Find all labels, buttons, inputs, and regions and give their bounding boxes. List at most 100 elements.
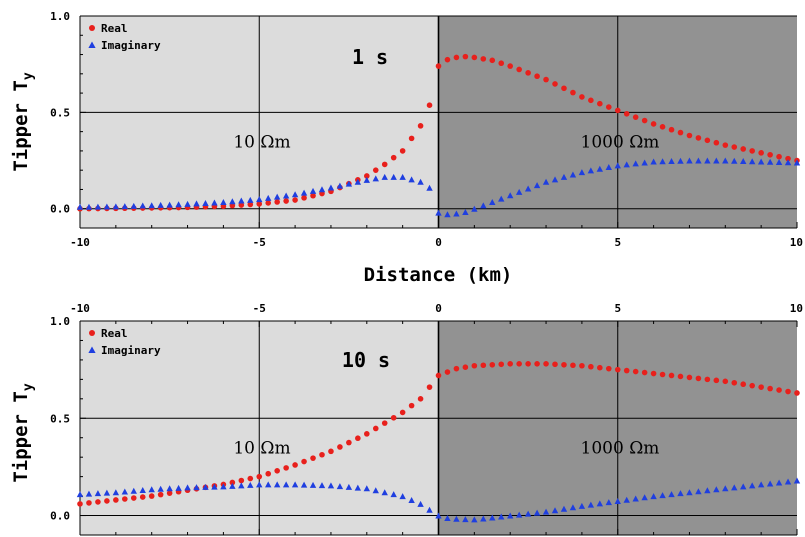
- panel1-point-imaginary: [740, 158, 747, 165]
- panel2-point-imaginary: [426, 506, 433, 513]
- panel2-point-real: [516, 361, 522, 367]
- panel2-point-real: [794, 390, 800, 396]
- panel1-point-real: [731, 144, 738, 150]
- panel2-point-real: [462, 364, 469, 371]
- panel1-point-real: [301, 195, 307, 201]
- panel1-point-imaginary: [345, 180, 353, 187]
- panel2-point-imaginary: [103, 489, 111, 496]
- panel2-point-real: [677, 373, 684, 380]
- panel2-point-imaginary: [381, 489, 388, 496]
- panel2-point-real: [480, 362, 487, 369]
- panel2-point-imaginary: [498, 513, 505, 520]
- panel1-point-real: [274, 199, 280, 205]
- panel2-point-imaginary: [435, 512, 442, 519]
- panel2-point-real: [426, 384, 433, 390]
- panel2-point-real: [247, 475, 254, 482]
- panel1-point-imaginary: [76, 203, 84, 210]
- panel2-point-imaginary: [551, 507, 559, 514]
- panel1-point-real: [408, 135, 415, 142]
- panel2-point-real: [785, 388, 791, 395]
- panel1-y-tick-label: 0.0: [50, 203, 70, 216]
- panel1-point-real: [704, 137, 711, 144]
- panel2-point-real: [292, 462, 298, 468]
- panel2-point-imaginary: [211, 483, 218, 490]
- panel1-x-tick-label: -5: [253, 236, 266, 249]
- panel1-point-imaginary: [399, 173, 406, 180]
- panel1-point-real: [364, 173, 370, 179]
- panel2-point-real: [632, 368, 639, 375]
- panel2-y-tick-label: 1.0: [50, 315, 70, 328]
- panel2-point-imaginary: [462, 516, 469, 523]
- panel2-point-real: [749, 382, 755, 389]
- panel2-point-real: [390, 414, 397, 421]
- panel2-point-real: [713, 377, 720, 384]
- panel1-point-imaginary: [507, 192, 514, 199]
- panel1-point-imaginary: [659, 158, 666, 165]
- panel1-point-imaginary: [166, 201, 173, 208]
- panel2-point-real: [86, 500, 92, 506]
- panel2-point-imaginary: [309, 481, 317, 488]
- panel2-point-real: [471, 362, 478, 369]
- panel1-point-imaginary: [372, 175, 379, 182]
- panel1-point-imaginary: [363, 176, 370, 183]
- panel1-point-real: [453, 54, 460, 61]
- panel1-point-real: [390, 154, 397, 161]
- panel1-point-imaginary: [453, 210, 460, 217]
- panel1-point-real: [785, 155, 791, 162]
- panel2-point-real: [435, 372, 442, 379]
- panel2-point-real: [534, 361, 540, 367]
- panel2-x-tick-label-top: 5: [614, 302, 621, 315]
- panel1-point-real: [525, 70, 531, 76]
- panel2-y-axis-label: Tipper Ty: [10, 383, 36, 483]
- panel1-point-real: [579, 94, 585, 100]
- panel2-point-real: [148, 493, 155, 499]
- panel2-point-real: [453, 365, 460, 372]
- panel2-point-imaginary: [453, 515, 460, 522]
- panel2-point-imaginary: [587, 501, 595, 508]
- panel2-point-imaginary: [578, 502, 586, 509]
- panel2-point-imaginary: [94, 490, 102, 497]
- panel2-point-imaginary: [489, 514, 496, 521]
- panel1-point-imaginary: [748, 158, 756, 165]
- panel1-point-real: [552, 81, 558, 87]
- panel2-point-imaginary: [605, 499, 612, 506]
- panel1-legend-marker-imaginary: [88, 41, 96, 48]
- panel2-point-real: [767, 385, 773, 392]
- panel1-point-imaginary: [220, 198, 227, 205]
- panel2-point-real: [731, 379, 738, 386]
- panel1-point-real: [722, 142, 729, 148]
- panel2-point-imaginary: [766, 480, 774, 487]
- panel1-point-imaginary: [291, 191, 299, 198]
- panel1-point-imaginary: [686, 157, 693, 164]
- panel1-point-imaginary: [121, 203, 129, 210]
- panel2-point-imaginary: [417, 500, 424, 507]
- panel2-point-imaginary: [596, 500, 604, 507]
- panel2-point-real: [605, 365, 612, 372]
- panel2-point-imaginary: [632, 495, 639, 502]
- panel1-point-real: [776, 153, 782, 160]
- panel1-point-imaginary: [238, 197, 245, 204]
- panel2-point-imaginary: [524, 510, 532, 517]
- panel2-region-right-label: 1000 Ωm: [581, 438, 660, 458]
- panel1-point-imaginary: [515, 188, 523, 195]
- panel1-point-real: [650, 121, 657, 127]
- panel2-point-imaginary: [623, 496, 630, 503]
- panel1-point-real: [516, 66, 522, 73]
- panel1-point-real: [749, 148, 755, 154]
- panel2-point-real: [650, 370, 657, 377]
- panel2-point-real: [722, 378, 729, 385]
- panel1-x-tick-label: -10: [70, 236, 90, 249]
- panel1-point-imaginary: [417, 178, 424, 185]
- panel2-point-real: [507, 361, 513, 367]
- panel1-point-real: [462, 53, 469, 60]
- panel2-point-real: [659, 371, 666, 378]
- panel1-point-real: [561, 85, 567, 92]
- panel1-point-real: [534, 73, 540, 80]
- panel2-point-imaginary: [659, 492, 666, 499]
- panel1-point-real: [283, 198, 289, 204]
- panel1-point-imaginary: [623, 161, 630, 168]
- panel2-point-imaginary: [256, 481, 263, 488]
- panel2-x-tick-label-top: -10: [70, 302, 90, 315]
- panel2-y-tick-label: 0.0: [50, 510, 70, 523]
- panel2-point-imaginary: [533, 509, 541, 516]
